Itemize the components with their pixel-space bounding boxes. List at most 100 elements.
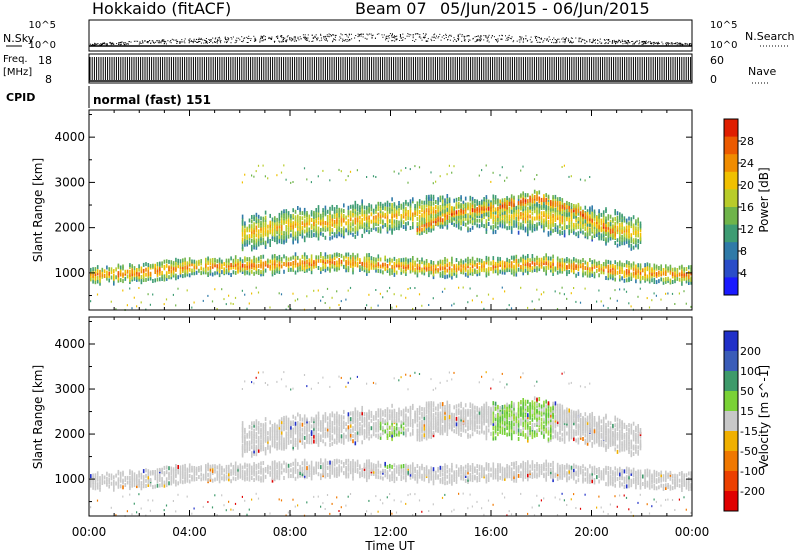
nsky-dot <box>618 41 619 42</box>
power-echo-cell <box>288 268 290 272</box>
power-echo-cell <box>465 259 467 263</box>
nsky-dot <box>225 38 226 39</box>
velocity-echo-cell <box>97 500 98 502</box>
nsky-dot <box>537 42 538 43</box>
nsky-dot <box>142 40 143 41</box>
nsky-dot <box>315 37 316 38</box>
power-echo-cell <box>472 226 474 230</box>
power-echo-cell <box>341 170 342 172</box>
power-echo-cell <box>318 255 320 259</box>
nsky-dot <box>647 42 648 43</box>
power-echo-cell <box>219 265 221 269</box>
power-echo-cell <box>318 290 319 292</box>
nsky-dot <box>431 40 432 41</box>
power-echo-cell <box>582 263 584 267</box>
power-echo-cell <box>545 206 547 210</box>
power-echo-cell <box>336 209 338 213</box>
power-echo-cell <box>384 203 386 207</box>
power-echo-cell <box>633 246 635 250</box>
nsky-dot <box>565 39 566 40</box>
power-echo-cell <box>258 264 260 268</box>
power-colorbar-step <box>724 207 738 225</box>
power-echo-cell <box>200 259 202 263</box>
power-colorbar-step <box>724 189 738 207</box>
power-echo-cell <box>352 260 354 264</box>
velocity-echo-cell <box>131 513 132 515</box>
power-echo-cell <box>578 203 580 207</box>
power-echo-cell <box>665 264 667 268</box>
power-echo-cell <box>582 231 584 235</box>
power-echo-cell <box>548 202 550 206</box>
power-echo-cell <box>327 260 329 264</box>
power-echo-cell <box>486 165 487 167</box>
nsky-dot <box>125 42 126 43</box>
nsky-dot <box>359 34 360 35</box>
power-echo-cell <box>102 268 104 272</box>
nsky-dot <box>321 40 322 41</box>
power-echo-cell <box>325 302 326 304</box>
nsky-dot <box>291 40 292 41</box>
power-echo-cell <box>495 200 497 204</box>
power-echo-cell <box>336 213 338 217</box>
power-echo-cell <box>585 213 587 217</box>
power-echo-cell <box>575 204 577 208</box>
nsky-dot <box>653 42 654 43</box>
nsky-dot <box>220 40 221 41</box>
power-echo-cell <box>571 229 573 233</box>
power-echo-cell <box>329 207 331 211</box>
power-echo-cell <box>292 181 293 183</box>
power-echo-cell <box>472 208 474 212</box>
nsky-dot <box>220 42 221 43</box>
nsky-dot <box>450 35 451 36</box>
nsky-dot <box>366 39 367 40</box>
power-echo-cell <box>442 271 444 275</box>
power-echo-cell <box>621 263 623 267</box>
power-echo-cell <box>509 259 511 263</box>
nsky-dot <box>464 40 465 41</box>
power-echo-cell <box>603 210 605 214</box>
nsky-dot <box>179 41 180 42</box>
velocity-echo-cell <box>154 476 156 480</box>
power-echo-cell <box>610 228 612 232</box>
nsky-dot <box>458 36 459 37</box>
nsky-dot <box>206 41 207 42</box>
nsky-dot <box>403 37 404 38</box>
power-echo-cell <box>141 275 143 279</box>
power-echo-cell <box>573 223 575 227</box>
nsky-dot <box>332 34 333 35</box>
nsky-dot <box>489 35 490 36</box>
power-echo-cell <box>456 258 458 262</box>
power-echo-cell <box>610 297 611 299</box>
power-echo-cell <box>426 219 428 223</box>
power-echo-cell <box>635 219 637 223</box>
power-echo-cell <box>375 289 376 291</box>
power-echo-cell <box>628 217 630 221</box>
nsky-dot <box>671 42 672 43</box>
nsky-dot <box>339 40 340 41</box>
power-echo-cell <box>520 193 522 197</box>
nsky-dot <box>148 41 149 42</box>
nsky-dot <box>268 38 269 39</box>
nsky-dot <box>323 36 324 37</box>
nsky-dot <box>292 40 293 41</box>
power-echo-cell <box>545 261 547 265</box>
power-echo-cell <box>336 234 338 238</box>
nsky-dot <box>519 42 520 43</box>
nsky-dot <box>373 35 374 36</box>
power-echo-cell <box>129 270 131 274</box>
power-echo-cell <box>359 205 361 209</box>
power-echo-cell <box>472 201 474 205</box>
velocity-echo-cell <box>164 481 166 485</box>
velocity-echo-cell <box>150 483 152 487</box>
power-echo-cell <box>398 258 400 262</box>
power-echo-cell <box>412 256 414 260</box>
power-echo-cell <box>426 195 428 199</box>
power-echo-cell <box>456 216 458 220</box>
power-echo-cell <box>341 233 343 237</box>
power-echo-cell <box>410 258 412 262</box>
nsky-dot <box>334 39 335 40</box>
power-echo-cell <box>467 213 469 217</box>
power-echo-cell <box>566 201 568 205</box>
power-echo-cell <box>663 278 665 282</box>
nsky-dot <box>622 41 623 42</box>
